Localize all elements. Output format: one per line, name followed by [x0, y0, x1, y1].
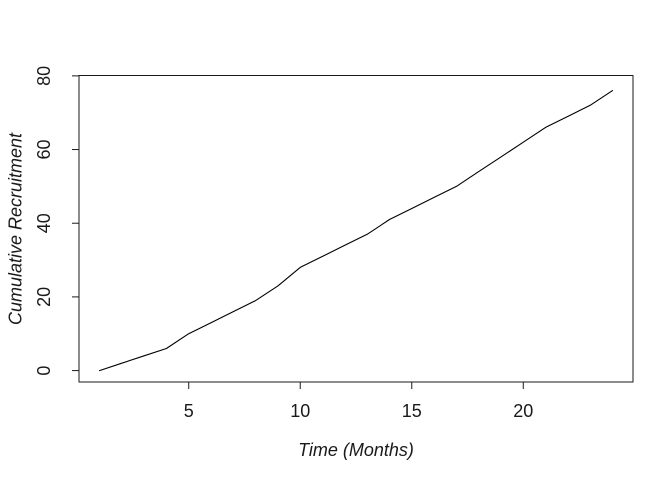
plot-box — [78, 75, 634, 383]
recruitment-line-series — [98, 90, 614, 372]
y-tick-label: 80 — [34, 66, 54, 86]
y-tick-label: 0 — [34, 366, 54, 376]
x-axis-title: Time (Months) — [298, 440, 414, 460]
y-tick-label: 40 — [34, 213, 54, 233]
x-tick-label: 15 — [402, 401, 422, 421]
y-tick-label: 20 — [34, 287, 54, 307]
y-axis-title: Cumulative Recruitment — [5, 132, 26, 326]
x-tick-label: 20 — [513, 401, 533, 421]
x-tick-label: 10 — [290, 401, 310, 421]
x-tick-label: 5 — [184, 401, 194, 421]
y-tick-label: 60 — [34, 140, 54, 160]
